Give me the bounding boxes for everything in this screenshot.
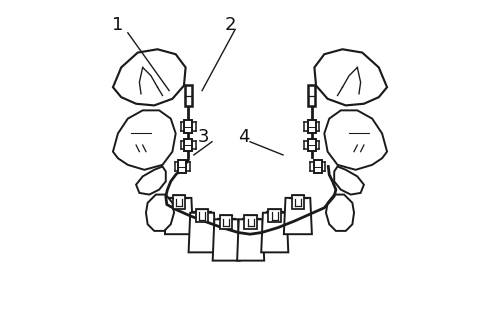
Text: 3: 3 <box>198 128 209 146</box>
Polygon shape <box>326 194 354 231</box>
Polygon shape <box>334 166 364 194</box>
FancyBboxPatch shape <box>244 215 257 229</box>
Polygon shape <box>237 219 264 261</box>
Polygon shape <box>146 194 174 231</box>
FancyBboxPatch shape <box>184 85 192 106</box>
FancyBboxPatch shape <box>308 139 316 151</box>
FancyBboxPatch shape <box>172 195 186 209</box>
Polygon shape <box>212 219 240 261</box>
Polygon shape <box>136 166 166 194</box>
Polygon shape <box>261 213 288 252</box>
FancyBboxPatch shape <box>268 208 281 222</box>
FancyBboxPatch shape <box>308 120 316 134</box>
Polygon shape <box>324 110 387 170</box>
Text: 2: 2 <box>224 16 236 34</box>
FancyBboxPatch shape <box>308 85 316 106</box>
FancyBboxPatch shape <box>184 120 192 134</box>
FancyBboxPatch shape <box>196 208 208 222</box>
Polygon shape <box>284 198 312 234</box>
FancyBboxPatch shape <box>178 160 186 173</box>
Polygon shape <box>113 49 186 106</box>
FancyBboxPatch shape <box>292 195 304 209</box>
FancyBboxPatch shape <box>314 160 322 173</box>
Polygon shape <box>165 198 193 234</box>
FancyBboxPatch shape <box>184 139 192 151</box>
FancyBboxPatch shape <box>220 215 232 229</box>
Text: 1: 1 <box>112 16 124 34</box>
Polygon shape <box>314 49 387 106</box>
Polygon shape <box>113 110 176 170</box>
Text: 4: 4 <box>238 128 249 146</box>
Polygon shape <box>188 213 216 252</box>
